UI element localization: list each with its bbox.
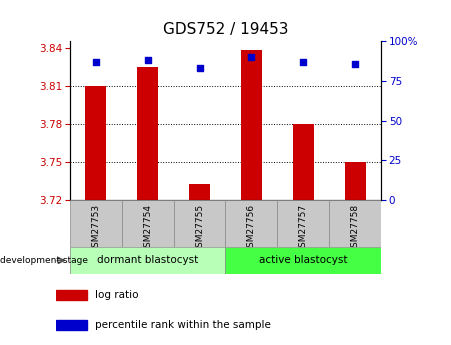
Bar — [293, 124, 313, 200]
Bar — [277, 200, 329, 247]
Text: GSM27754: GSM27754 — [143, 204, 152, 253]
Bar — [174, 200, 226, 247]
Bar — [122, 200, 174, 247]
Text: log ratio: log ratio — [95, 290, 139, 300]
Text: development stage: development stage — [0, 256, 88, 265]
Text: dormant blastocyst: dormant blastocyst — [97, 256, 198, 265]
Point — [248, 55, 255, 60]
Bar — [226, 247, 381, 274]
Text: GSM27757: GSM27757 — [299, 204, 308, 253]
Bar — [345, 162, 365, 200]
Text: GSM27756: GSM27756 — [247, 204, 256, 253]
Text: GSM27758: GSM27758 — [351, 204, 359, 253]
Point — [196, 66, 203, 71]
Point — [92, 59, 99, 65]
Bar — [137, 67, 158, 200]
Text: percentile rank within the sample: percentile rank within the sample — [95, 319, 271, 329]
Bar — [85, 86, 106, 200]
Bar — [189, 184, 210, 200]
Bar — [56, 290, 87, 300]
Bar — [329, 200, 381, 247]
Text: active blastocyst: active blastocyst — [259, 256, 348, 265]
Text: GSM27755: GSM27755 — [195, 204, 204, 253]
Point — [351, 61, 359, 66]
Bar — [70, 200, 122, 247]
Bar — [56, 320, 87, 330]
Bar — [70, 247, 226, 274]
Bar — [241, 50, 262, 200]
Title: GDS752 / 19453: GDS752 / 19453 — [163, 22, 288, 38]
Point — [299, 59, 307, 65]
Bar — [226, 200, 277, 247]
Text: GSM27753: GSM27753 — [92, 204, 100, 253]
Point — [144, 58, 151, 63]
